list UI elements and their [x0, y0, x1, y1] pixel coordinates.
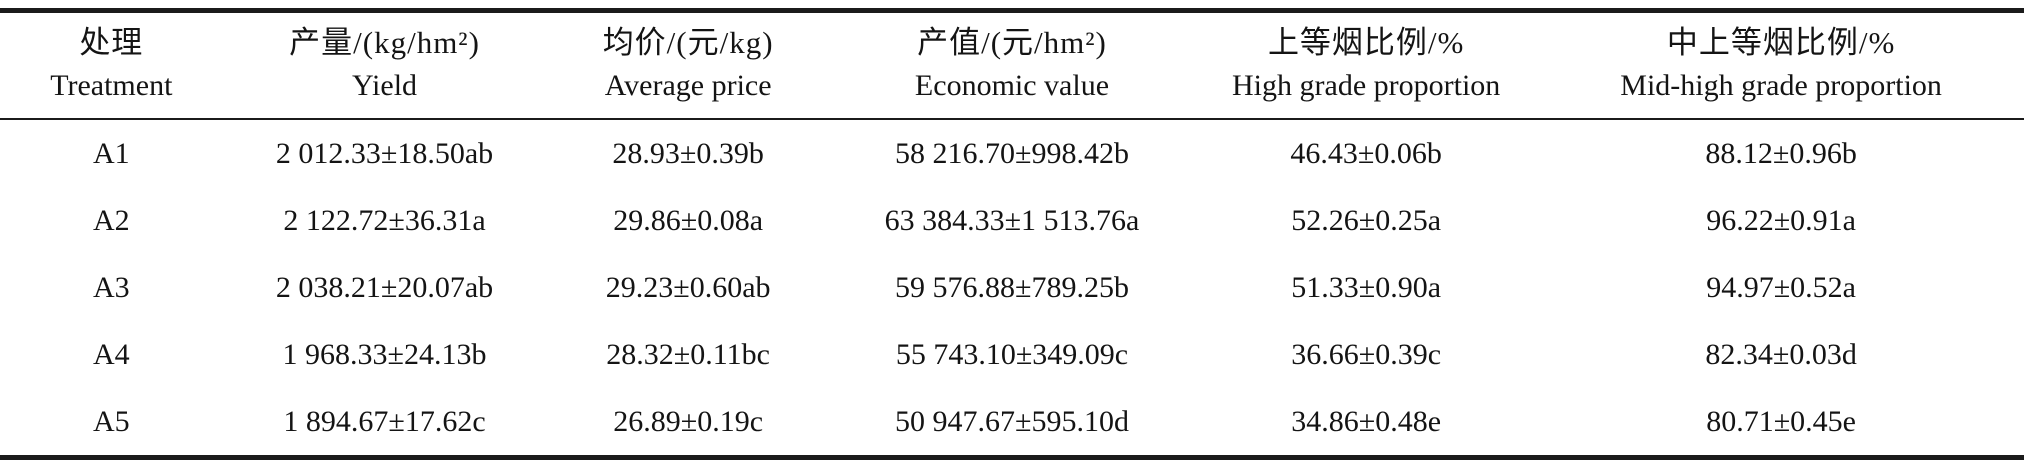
- value-cell: 29.23±0.60ab: [605, 270, 771, 304]
- column-header-mid-high-grade: 中上等烟比例/% Mid-high grade proportion: [1538, 10, 2024, 121]
- column-header-en: Yield: [352, 68, 418, 102]
- value-cell: 29.86±0.08a: [613, 203, 764, 237]
- results-table: 处理 Treatment 产量/(kg/hm²) Yield 均价/(元/kg)…: [0, 8, 2024, 461]
- column-header-zh: 均价/(元/kg): [602, 25, 774, 60]
- value-cell: 34.86±0.48e: [1291, 404, 1442, 438]
- value-cell: 59 576.88±789.25b: [894, 270, 1129, 304]
- value-cell: 52.26±0.25a: [1291, 203, 1442, 237]
- value-cell: 63 384.33±1 513.76a: [884, 203, 1140, 237]
- table-row: A2 2 122.72±36.31a 29.86±0.08a 63 384.33±1 …: [0, 187, 2024, 254]
- table-row: A3 2 038.21±20.07ab 29.23±0.60ab 59 576.88±…: [0, 254, 2024, 321]
- value-cell: 46.43±0.06b: [1290, 136, 1442, 170]
- table-body: A1 2 012.33±18.50ab 28.93±0.39b 58 216.70±9…: [0, 119, 2024, 458]
- value-cell: 28.93±0.39b: [612, 136, 764, 170]
- value-cell: 2 012.33±18.50ab: [275, 136, 494, 170]
- treatment-cell: A1: [92, 136, 130, 170]
- value-cell: 58 216.70±998.42b: [894, 136, 1129, 170]
- value-cell: 26.89±0.19c: [613, 404, 764, 438]
- table-row: A5 1 894.67±17.62c 26.89±0.19c 50 947.67±59…: [0, 388, 2024, 458]
- column-header-zh: 处理: [79, 25, 144, 60]
- value-cell: 96.22±0.91a: [1706, 203, 1856, 237]
- column-header-high-grade: 上等烟比例/% High grade proportion: [1194, 10, 1539, 121]
- column-header-en: Treatment: [50, 68, 173, 102]
- header-row: 处理 Treatment 产量/(kg/hm²) Yield 均价/(元/kg)…: [0, 10, 2024, 121]
- column-header-economic-value: 产值/(元/hm²) Economic value: [829, 10, 1195, 121]
- column-header-en: Average price: [604, 68, 772, 102]
- table-row: A1 2 012.33±18.50ab 28.93±0.39b 58 216.70±9…: [0, 119, 2024, 187]
- value-cell: 88.12±0.96b: [1705, 136, 1857, 170]
- column-header-en: High grade proportion: [1232, 68, 1501, 102]
- value-cell: 51.33±0.90a: [1291, 270, 1442, 304]
- value-cell: 2 038.21±20.07ab: [275, 270, 494, 304]
- column-header-yield: 产量/(kg/hm²) Yield: [222, 10, 547, 121]
- value-cell: 50 947.67±595.10d: [894, 404, 1129, 438]
- value-cell: 80.71±0.45e: [1706, 404, 1856, 438]
- column-header-average-price: 均价/(元/kg) Average price: [546, 10, 830, 121]
- value-cell: 55 743.10±349.09c: [895, 337, 1129, 371]
- table-header: 处理 Treatment 产量/(kg/hm²) Yield 均价/(元/kg)…: [0, 10, 2024, 121]
- value-cell: 82.34±0.03d: [1705, 337, 1857, 371]
- column-header-en: Mid-high grade proportion: [1620, 68, 1942, 102]
- value-cell: 1 968.33±24.13b: [282, 337, 487, 371]
- column-header-zh: 产量/(kg/hm²): [289, 25, 480, 60]
- column-header-en: Economic value: [914, 68, 1110, 102]
- treatment-cell: A3: [92, 270, 130, 304]
- value-cell: 94.97±0.52a: [1706, 270, 1856, 304]
- treatment-cell: A5: [92, 404, 130, 438]
- column-header-zh: 产值/(元/hm²): [917, 25, 1107, 60]
- treatment-cell: A4: [92, 337, 130, 371]
- treatment-cell: A2: [92, 203, 130, 237]
- column-header-zh: 上等烟比例/%: [1267, 25, 1465, 60]
- table-row: A4 1 968.33±24.13b 28.32±0.11bc 55 743.10±3…: [0, 321, 2024, 388]
- column-header-treatment: 处理 Treatment: [0, 10, 223, 121]
- value-cell: 36.66±0.39c: [1291, 337, 1442, 371]
- column-header-zh: 中上等烟比例/%: [1666, 25, 1896, 60]
- value-cell: 1 894.67±17.62c: [283, 404, 486, 438]
- value-cell: 28.32±0.11bc: [606, 337, 770, 371]
- value-cell: 2 122.72±36.31a: [283, 203, 486, 237]
